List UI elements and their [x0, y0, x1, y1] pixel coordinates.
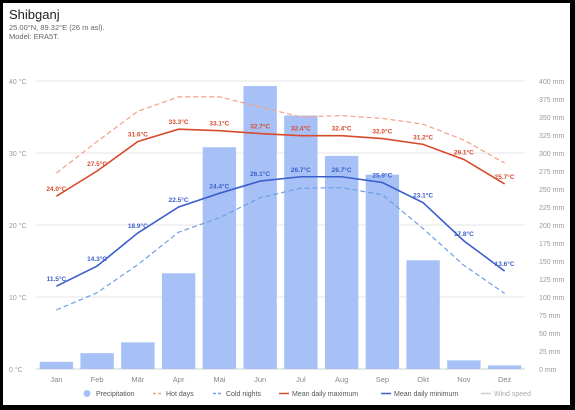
data-label: 26.7°C [332, 166, 352, 174]
legend: Precipitation Hot days Cold nights Mean dai… [83, 390, 531, 398]
data-label: 31.6°C [128, 130, 148, 138]
x-axis-tick-label: Okt [417, 375, 430, 384]
mean-daily-minimum-line [56, 175, 506, 287]
precipitation-bar [406, 260, 440, 369]
data-label: 17.8°C [454, 230, 474, 238]
data-label: 24.4°C [209, 182, 229, 190]
legend-item: Mean daily maximum [279, 391, 358, 398]
data-label: 25.9°C [372, 172, 392, 180]
x-axis-tick-label: Mär [131, 375, 144, 384]
legend-label: Mean daily maximum [292, 391, 358, 398]
right-axis-tick-label: 50 mm [539, 331, 561, 338]
precipitation-bar [202, 147, 237, 369]
legend-label: Mean daily minimum [394, 391, 458, 398]
chart-header: Shibganj 25.00°N, 89.32°E (26 m asl). Mo… [9, 7, 105, 41]
right-axis-tick-label: 175 mm [539, 241, 564, 248]
data-label: 32.4°C [291, 125, 311, 133]
precipitation-bars [39, 86, 522, 369]
x-axis-tick-label: Jun [254, 375, 266, 384]
precipitation-bar [80, 353, 114, 369]
legend-label: Precipitation [96, 391, 135, 398]
chart-frame: Shibganj 25.00°N, 89.32°E (26 m asl). Mo… [3, 3, 570, 405]
data-label: 32.0°C [372, 128, 392, 136]
right-axis-tick-label: 100 mm [539, 295, 564, 302]
temperature-lines [55, 96, 506, 311]
data-label: 25.7°C [495, 173, 515, 181]
precipitation-bar [39, 361, 74, 369]
data-label: 32.7°C [250, 123, 270, 131]
x-axis-tick-label: Nov [457, 375, 471, 384]
right-axis-tick-label: 400 mm [539, 79, 564, 86]
right-axis-tick-label: 25 mm [539, 349, 561, 356]
right-axis-tick-label: 300 mm [539, 151, 564, 158]
right-axis-tick-label: 350 mm [539, 115, 564, 122]
right-axis-tick-label: 225 mm [539, 205, 564, 212]
precipitation-bar [161, 273, 196, 369]
legend-label: Cold nights [226, 391, 262, 398]
legend-item: Hot days [153, 391, 194, 398]
data-label: 26.1°C [250, 170, 270, 178]
x-axis-tick-label: Jul [296, 375, 306, 384]
data-label: 29.1°C [454, 148, 474, 156]
precipitation-bar [324, 155, 359, 369]
legend-label: Wind speed [494, 391, 531, 398]
model-text: Model: ERA5T. [9, 32, 60, 41]
data-label: 22.5°C [169, 196, 189, 204]
data-label: 23.1°C [413, 192, 433, 200]
legend-marker [83, 390, 91, 397]
data-label: 13.6°C [495, 260, 515, 268]
x-axis-tick-label: Aug [335, 375, 348, 384]
data-label: 18.9°C [128, 222, 148, 230]
left-axis-tick-label: 30 °C [9, 150, 27, 158]
data-label: 32.4°C [332, 125, 352, 133]
cold-nights-line [56, 186, 505, 311]
left-axis-tick-label: 0 °C [9, 366, 23, 374]
coordinates-text: 25.00°N, 89.32°E (26 m asl). [9, 23, 105, 32]
axis-labels: 0 °C 10 °C 20 °C 30 °C 40 °C 0 mm 25 mm 50 mm 75… [9, 78, 564, 384]
data-label: 24.0°C [46, 185, 66, 193]
data-label: 33.3°C [169, 118, 189, 126]
data-label: 14.3°C [87, 255, 107, 263]
legend-label: Hot days [166, 391, 194, 398]
precipitation-bar [447, 360, 481, 369]
right-axis-tick-label: 125 mm [539, 277, 564, 284]
right-axis-tick-label: 150 mm [539, 259, 564, 266]
right-axis-tick-label: 75 mm [539, 313, 561, 320]
x-axis-tick-label: Sep [376, 375, 389, 384]
x-axis-tick-label: Feb [91, 375, 104, 384]
right-axis-tick-label: 275 mm [539, 169, 564, 176]
precipitation-bar [487, 365, 522, 369]
data-label: 26.7°C [291, 166, 311, 174]
legend-item: Precipitation [83, 390, 135, 398]
data-label: 33.1°C [209, 120, 229, 128]
x-axis-tick-label: Mai [213, 375, 225, 384]
mean-daily-maximum-line [55, 128, 506, 197]
legend-item: Mean daily minimum [381, 391, 458, 398]
right-axis-tick-label: 375 mm [539, 97, 564, 104]
legend-item: Wind speed [481, 391, 531, 398]
x-axis-tick-label: Dez [498, 375, 512, 384]
grid-lines [36, 80, 525, 370]
right-axis-tick-label: 0 mm [539, 367, 557, 374]
precipitation-bar [284, 115, 318, 369]
data-labels: 24.0°C 27.5°C 31.6°C 33.3°C 33.1°C 32.7°C 32.4… [46, 118, 515, 283]
climate-chart: 24.0°C 27.5°C 31.6°C 33.3°C 33.1°C 32.7°C 32.4… [9, 78, 564, 398]
precipitation-bar [121, 342, 155, 369]
legend-item: Cold nights [213, 391, 262, 398]
data-label: 11.5°C [47, 275, 67, 283]
precipitation-bar [365, 174, 400, 369]
left-axis-tick-label: 40 °C [9, 78, 27, 86]
right-axis-tick-label: 250 mm [539, 187, 564, 194]
data-label: 27.5°C [87, 160, 107, 168]
left-axis-tick-label: 10 °C [9, 294, 27, 302]
left-axis-tick-label: 20 °C [9, 222, 27, 230]
x-axis-tick-label: Jan [50, 375, 62, 384]
right-axis-tick-label: 325 mm [539, 133, 564, 140]
right-axis-tick-label: 200 mm [539, 223, 564, 230]
hot-days-line [56, 96, 505, 174]
chart-title: Shibganj [9, 7, 60, 22]
x-axis-tick-label: Apr [173, 375, 185, 384]
data-label: 31.2°C [413, 133, 433, 141]
